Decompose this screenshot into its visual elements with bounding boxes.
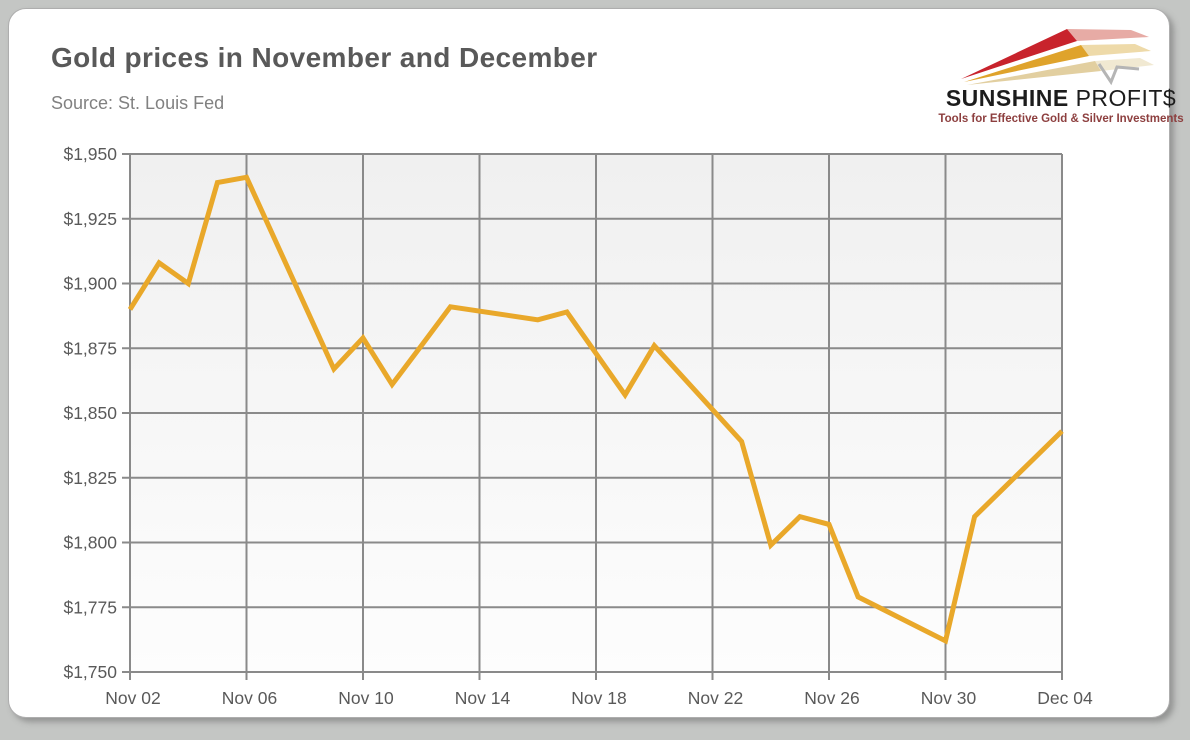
logo-tagline: Tools for Effective Gold & Silver Invest… — [938, 113, 1183, 125]
x-tick-label: Nov 26 — [804, 688, 859, 708]
x-tick-label: Nov 22 — [688, 688, 743, 708]
y-tick-label: $1,825 — [63, 468, 117, 488]
x-tick-label: Nov 02 — [105, 688, 160, 708]
price-line — [127, 174, 1064, 645]
logo-tan-tail — [1095, 58, 1154, 71]
x-tick-label: Nov 30 — [921, 688, 977, 708]
logo-gold-arrow — [964, 45, 1089, 82]
gridlines — [122, 153, 1063, 680]
x-tick-label: Nov 14 — [455, 688, 511, 708]
x-tick-label: Nov 18 — [571, 688, 626, 708]
y-tick-label: $1,875 — [63, 338, 117, 358]
page-title: Gold prices in November and December — [51, 42, 598, 73]
x-axis-labels: Nov 02 Nov 06 Nov 10 Nov 14 Nov 18 Nov 22 Nov … — [105, 688, 1093, 708]
logo-arrows-icon: SUNSHINE PROFIT$ Tools for Effective Gol… — [938, 29, 1184, 125]
chart-canvas: $1,950 $1,925 $1,900 $1,875 $1,850 $1,825 $1,8… — [63, 144, 1093, 708]
x-tick-label: Dec 04 — [1037, 688, 1093, 708]
y-tick-label: $1,850 — [63, 403, 117, 423]
source-label: Source: St. Louis Fed — [51, 93, 225, 113]
y-tick-label: $1,925 — [63, 209, 117, 229]
chart-card: Gold prices in November and December Sou… — [8, 8, 1184, 718]
gold-price-chart: $1,950 $1,925 $1,900 $1,875 $1,850 $1,825 $1,8… — [9, 139, 1190, 740]
sunshine-profits-logo: SUNSHINE PROFIT$ Tools for Effective Gol… — [929, 17, 1190, 132]
logo-red-tail — [1067, 29, 1149, 41]
y-tick-label: $1,800 — [63, 533, 117, 553]
logo-wordmark: SUNSHINE PROFIT$ — [946, 85, 1176, 111]
y-axis-labels: $1,950 $1,925 $1,900 $1,875 $1,850 $1,825 $1,8… — [63, 144, 117, 682]
logo-red-arrow — [961, 29, 1077, 79]
x-tick-label: Nov 10 — [338, 688, 394, 708]
logo-tan-arrow — [967, 61, 1101, 85]
y-tick-label: $1,750 — [63, 662, 117, 682]
y-tick-label: $1,950 — [63, 144, 117, 164]
logo-gold-tail — [1081, 44, 1151, 56]
y-tick-label: $1,900 — [63, 274, 117, 294]
y-tick-label: $1,775 — [63, 597, 117, 617]
logo-swoosh-shadow — [1097, 63, 1140, 86]
x-tick-label: Nov 06 — [222, 688, 277, 708]
